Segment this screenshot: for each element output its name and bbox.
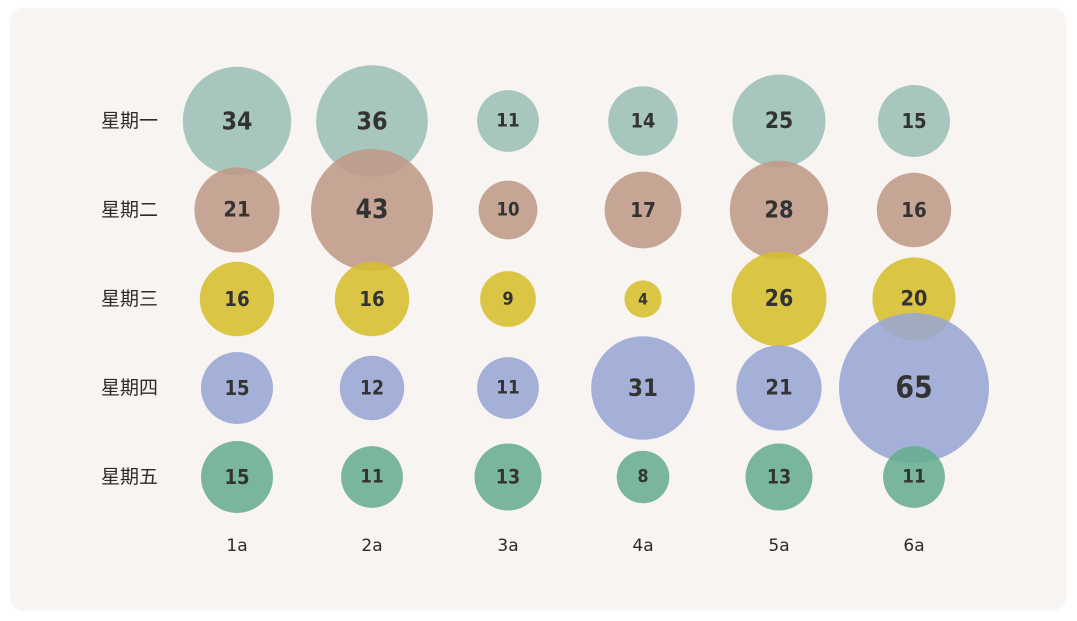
row-label: 星期一 — [101, 110, 158, 132]
bubble-value-label: 11 — [902, 467, 925, 488]
bubble — [201, 352, 273, 424]
bubble-value-label: 21 — [765, 376, 792, 401]
row-label: 星期二 — [101, 199, 158, 221]
bubble-value-label: 15 — [224, 465, 249, 489]
bubble — [480, 271, 536, 327]
bubble — [736, 345, 822, 431]
bubble-value-label: 15 — [901, 109, 926, 133]
bubble-value-label: 16 — [359, 287, 384, 311]
bubble-value-label: 8 — [637, 467, 648, 487]
bubble-value-label: 36 — [356, 107, 387, 136]
bubble-value-label: 4 — [638, 290, 648, 309]
bubble-value-label: 21 — [223, 198, 250, 223]
bubble-value-label: 25 — [765, 108, 793, 134]
column-label: 4a — [632, 536, 653, 556]
bubble — [199, 261, 275, 337]
bubble — [745, 443, 813, 511]
bubble-value-label: 65 — [895, 371, 932, 406]
row-label: 星期四 — [101, 377, 158, 399]
bubble — [339, 355, 405, 421]
bubble-value-label: 13 — [767, 466, 791, 489]
bubble — [624, 280, 662, 318]
column-label: 1a — [226, 536, 247, 556]
bubble — [478, 180, 538, 240]
bubble-value-label: 26 — [765, 286, 794, 312]
bubble-value-label: 16 — [901, 198, 926, 222]
bubble-value-label: 34 — [222, 107, 253, 136]
bubble-value-label: 15 — [224, 376, 249, 400]
bubble — [878, 85, 950, 157]
bubble — [729, 160, 829, 260]
bubble — [194, 167, 280, 253]
column-labels: 1a 2a 3a 4a 5a 6a — [226, 536, 924, 556]
bubble-value-label: 12 — [360, 377, 384, 400]
bubble — [876, 172, 952, 248]
bubble-value-label: 11 — [496, 111, 519, 132]
row-label: 星期三 — [101, 288, 158, 310]
bubble — [732, 74, 826, 168]
bubble-value-label: 16 — [224, 287, 249, 311]
bubble — [604, 171, 682, 249]
column-label: 2a — [361, 536, 382, 556]
bubble — [839, 313, 989, 463]
bubble — [616, 450, 670, 504]
bubble — [591, 336, 695, 440]
bubble-value-label: 13 — [496, 466, 520, 489]
bubble-value-label: 14 — [631, 110, 656, 133]
bubble-value-label: 17 — [630, 198, 656, 222]
bubble — [474, 443, 542, 511]
bubble — [201, 441, 273, 513]
bubble — [316, 65, 428, 177]
bubble-value-label: 11 — [360, 467, 383, 488]
bubble-value-label: 10 — [496, 200, 519, 221]
row-label: 星期五 — [101, 466, 158, 488]
bubbles-layer — [182, 65, 989, 513]
bubble-value-label: 20 — [901, 287, 928, 312]
bubble — [477, 90, 539, 152]
column-label: 3a — [497, 536, 518, 556]
bubble-value-label: 31 — [628, 374, 658, 402]
bubble — [731, 251, 827, 347]
bubble — [883, 446, 945, 508]
bubble — [341, 446, 403, 508]
bubble — [334, 261, 410, 337]
bubble — [311, 149, 433, 271]
bubble — [182, 66, 292, 176]
bubble-value-label: 43 — [356, 195, 389, 225]
bubble — [608, 86, 678, 156]
column-label: 5a — [768, 536, 789, 556]
bubble-value-label: 11 — [496, 378, 519, 399]
column-label: 6a — [903, 536, 924, 556]
value-labels-layer: 34 36 11 14 25 15 21 43 10 17 28 16 16 16 9 4 26 20 15 12 11… — [222, 107, 933, 490]
bubble — [477, 357, 539, 419]
bubble-value-label: 9 — [502, 289, 513, 310]
bubble-value-label: 28 — [764, 197, 793, 224]
